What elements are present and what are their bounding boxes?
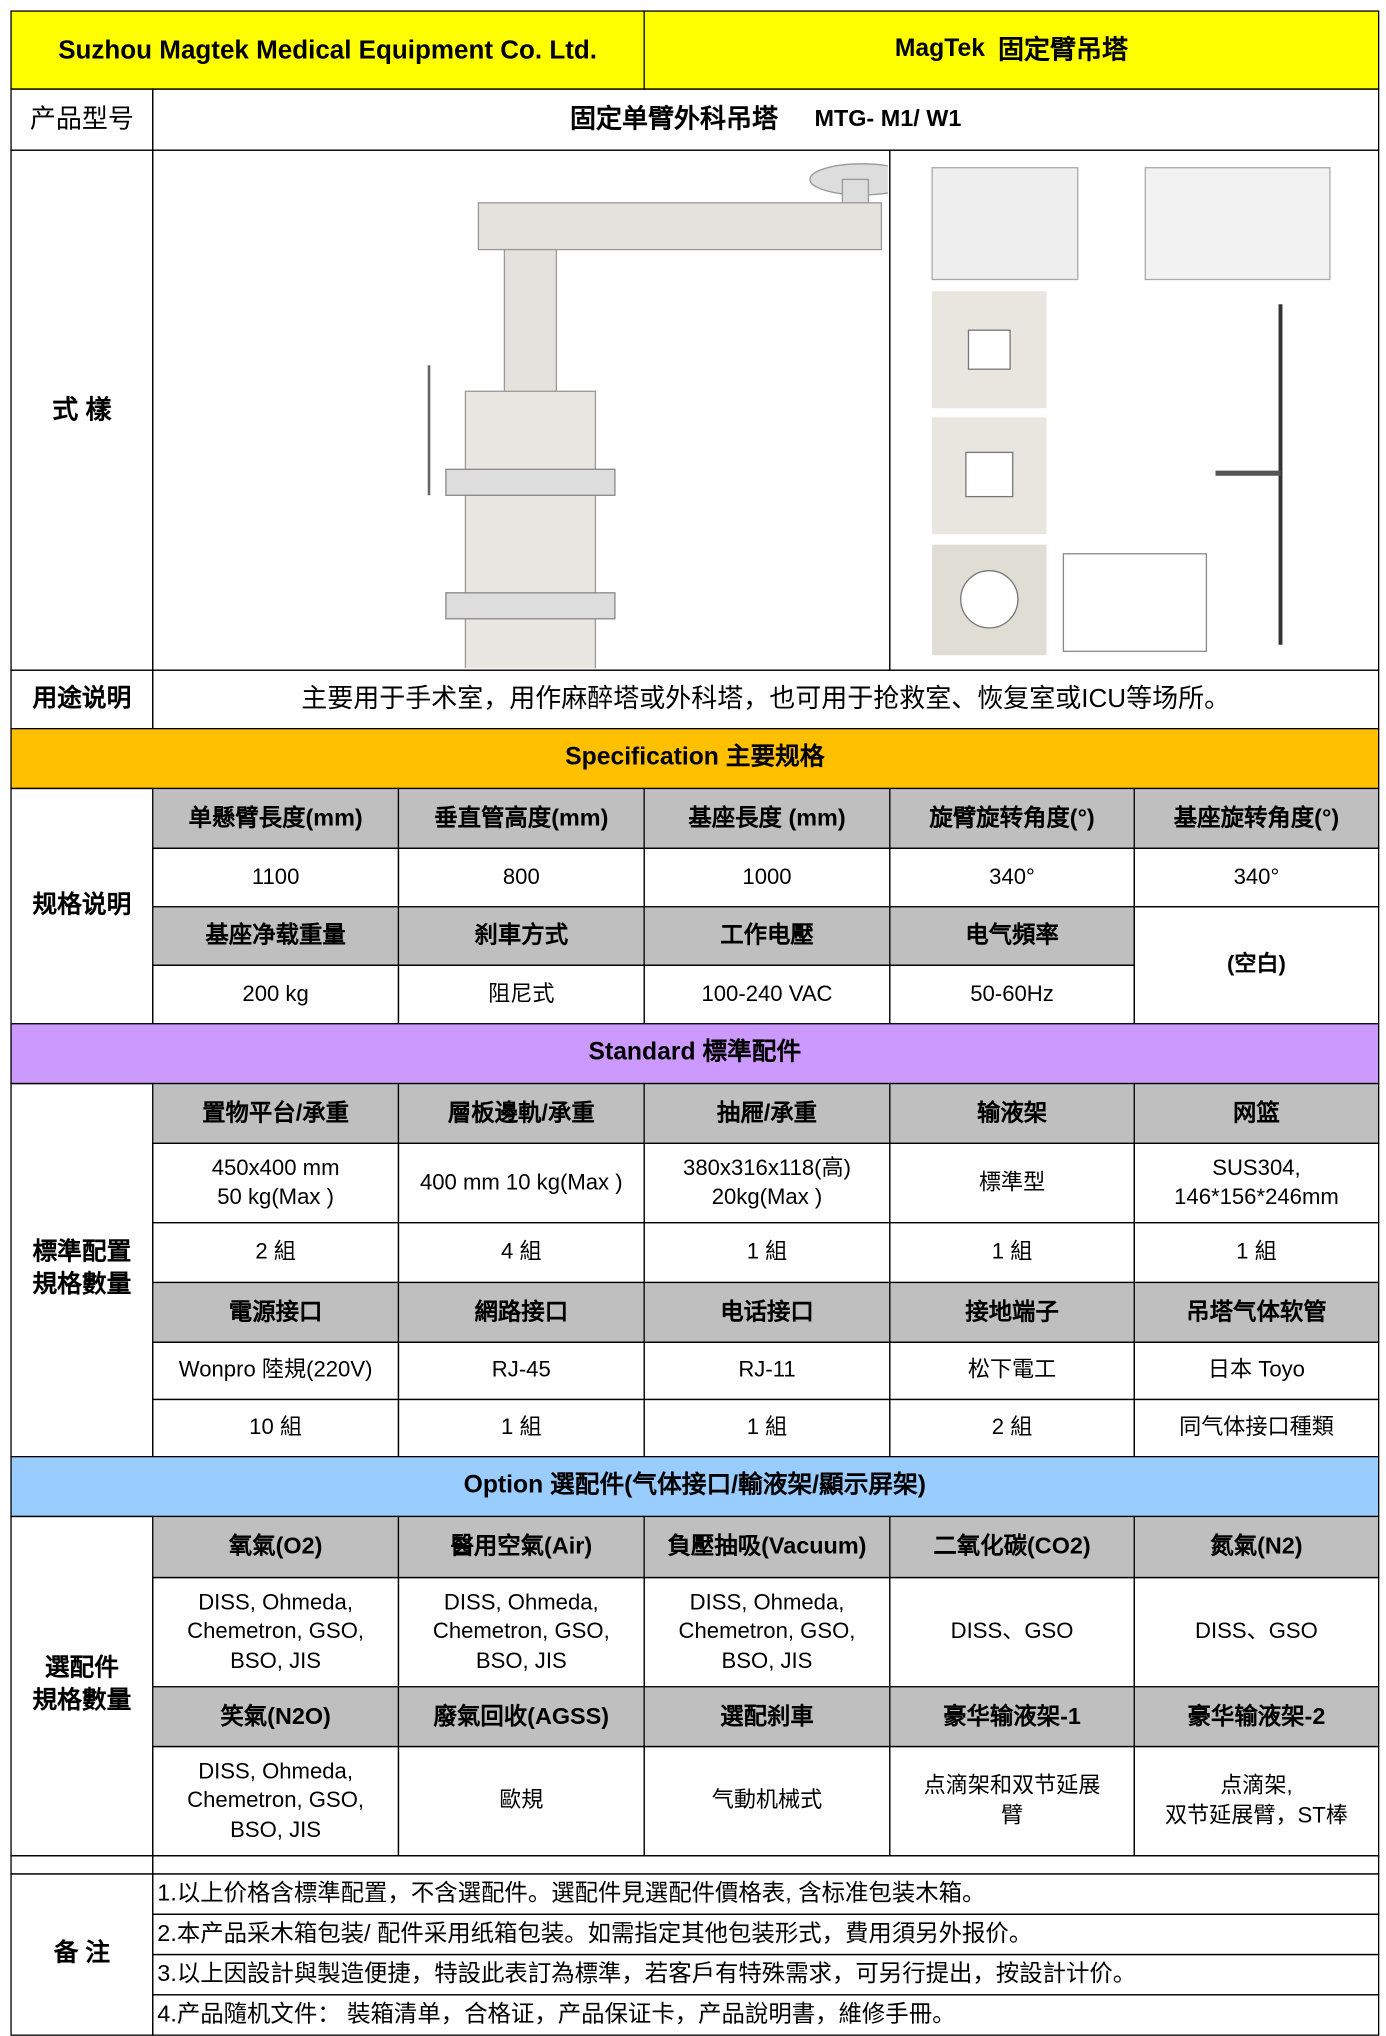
column-header: 置物平台/承重 — [152, 1082, 400, 1144]
value: 1 組 — [889, 1222, 1135, 1284]
title: MagTek 固定臂吊塔 — [643, 10, 1380, 90]
usage: 主要用于手术室，用作麻醉塔或外科塔，也可用于抢救室、恢复室或ICU等场所。 — [152, 669, 1380, 730]
value: 同气体接口種類 — [1133, 1398, 1380, 1458]
value: 1 組 — [643, 1398, 891, 1458]
value: 阻尼式 — [397, 964, 645, 1025]
value: SUS304, 146*156*246mm — [1133, 1142, 1380, 1224]
value: DISS, Ohmeda, Chemetron, GSO, BSO, JIS — [152, 1745, 400, 1857]
row-label: 规格说明 — [10, 787, 154, 1025]
text: 固定臂吊塔 — [997, 35, 1128, 65]
column-header: 基座净载重量 — [152, 906, 400, 966]
spacer — [152, 1855, 1380, 1875]
value: 340° — [1133, 847, 1380, 908]
column-header: 醫用空氣(Air) — [397, 1515, 645, 1579]
value: Wonpro 陸規(220V) — [152, 1341, 400, 1401]
column-header: 廢氣回收(AGSS) — [397, 1686, 645, 1748]
accessory-images — [931, 167, 1331, 656]
row-label: 標準配置 規格數量 — [10, 1082, 154, 1458]
value: 1 組 — [1133, 1222, 1380, 1284]
value: 气動机械式 — [643, 1745, 891, 1857]
value: 1000 — [643, 847, 891, 908]
column-header: 笑氣(N2O) — [152, 1686, 400, 1748]
column-header: 網路接口 — [397, 1281, 645, 1343]
value: DISS, Ohmeda, Chemetron, GSO, BSO, JIS — [397, 1576, 645, 1688]
text: MTG- M1/ W1 — [814, 105, 962, 132]
note: 2.本产品采木箱包装/ 配件采用纸箱包装。如需指定其他包装形式，費用須另外报价。 — [152, 1913, 1380, 1956]
model: 固定单臂外科吊塔 MTG- M1/ W1 — [152, 88, 1380, 151]
section-title: Standard 標準配件 — [10, 1023, 1380, 1085]
value: DISS、GSO — [889, 1576, 1135, 1688]
tower-image — [427, 163, 888, 669]
value: 点滴架, 双节延展臂，ST棒 — [1133, 1745, 1380, 1857]
value: 2 組 — [152, 1222, 400, 1284]
value: 380x316x118(高) 20kg(Max ) — [643, 1142, 891, 1224]
column-header: 基座長度 (mm) — [643, 787, 891, 849]
column-header: 氧氣(O2) — [152, 1515, 400, 1579]
value: DISS、GSO — [1133, 1576, 1380, 1688]
value: 歐規 — [397, 1745, 645, 1857]
column-header: 工作电壓 — [643, 906, 891, 966]
column-header: 豪华输液架-2 — [1133, 1686, 1380, 1748]
value: 松下電工 — [889, 1341, 1135, 1401]
column-header: 刹車方式 — [397, 906, 645, 966]
section-title: Option 選配件(气体接口/輸液架/顯示屏架) — [10, 1456, 1380, 1518]
value: 10 組 — [152, 1398, 400, 1458]
column-header: 垂直管高度(mm) — [397, 787, 645, 849]
row-label: 产品型号 — [10, 88, 154, 151]
value: 100-240 VAC — [643, 964, 891, 1025]
column-header: 氮氣(N2) — [1133, 1515, 1380, 1579]
value: 800 — [397, 847, 645, 908]
value: 1 組 — [397, 1398, 645, 1458]
section-title: Specification 主要规格 — [10, 728, 1380, 790]
column-header: 接地端子 — [889, 1281, 1135, 1343]
column-header: 网篮 — [1133, 1082, 1380, 1144]
column-header: 負壓抽吸(Vacuum) — [643, 1515, 891, 1579]
column-header: 電源接口 — [152, 1281, 400, 1343]
column-header: 电气頻率 — [889, 906, 1135, 966]
value: 50-60Hz — [889, 964, 1135, 1025]
value: 2 組 — [889, 1398, 1135, 1458]
column-header: 二氧化碳(CO2) — [889, 1515, 1135, 1579]
spacer — [10, 1855, 154, 1875]
company: Suzhou Magtek Medical Equipment Co. Ltd. — [10, 10, 645, 90]
column-header: 电话接口 — [643, 1281, 891, 1343]
value: 4 組 — [397, 1222, 645, 1284]
column-header: 单懸臂長度(mm) — [152, 787, 400, 849]
value: DISS, Ohmeda, Chemetron, GSO, BSO, JIS — [643, 1576, 891, 1688]
column-header: 抽屜/承重 — [643, 1082, 891, 1144]
column-header: 吊塔气体软管 — [1133, 1281, 1380, 1343]
value: 日本 Toyo — [1133, 1341, 1380, 1401]
row-label: 备 注 — [10, 1873, 154, 2036]
column-header: 旋臂旋转角度(°) — [889, 787, 1135, 849]
value: RJ-45 — [397, 1341, 645, 1401]
column-header: 输液架 — [889, 1082, 1135, 1144]
value: 点滴架和双节延展 臂 — [889, 1745, 1135, 1857]
text: MagTek — [894, 35, 985, 63]
note: 1.以上价格含標準配置，不含選配件。選配件見選配件價格表, 含标准包装木箱。 — [152, 1873, 1380, 1915]
value: 1100 — [152, 847, 400, 908]
value: RJ-11 — [643, 1341, 891, 1401]
value: 340° — [889, 847, 1135, 908]
value: 400 mm 10 kg(Max ) — [397, 1142, 645, 1224]
value: 200 kg — [152, 964, 400, 1025]
value: DISS, Ohmeda, Chemetron, GSO, BSO, JIS — [152, 1576, 400, 1688]
blank: (空白) — [1133, 906, 1380, 1025]
note: 4.产品隨机文件： 裝箱清单，合格证，产品保证卡，产品說明書，維修手冊。 — [152, 1994, 1380, 2036]
row-label: 式 樣 — [10, 149, 154, 671]
value: 450x400 mm 50 kg(Max ) — [152, 1142, 400, 1224]
note: 3.以上因設計與製造便捷，特設此表訂為標準，若客戶有特殊需求，可另行提出，按設計… — [152, 1953, 1380, 1996]
row-label: 用途说明 — [10, 669, 154, 730]
value: 標準型 — [889, 1142, 1135, 1224]
row-label: 選配件 規格數量 — [10, 1515, 154, 1857]
column-header: 豪华输液架-1 — [889, 1686, 1135, 1748]
column-header: 層板邊軌/承重 — [397, 1082, 645, 1144]
value: 1 組 — [643, 1222, 891, 1284]
column-header: 選配刹車 — [643, 1686, 891, 1748]
text: 固定单臂外科吊塔 — [570, 105, 779, 134]
column-header: 基座旋转角度(°) — [1133, 787, 1380, 849]
